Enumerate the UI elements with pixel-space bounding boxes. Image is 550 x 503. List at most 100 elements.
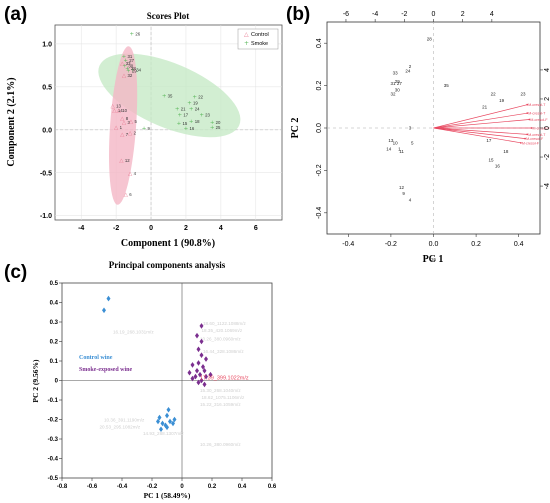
smoke-point-label: 19: [193, 100, 198, 105]
smoke-point-label: 23: [205, 112, 210, 117]
biplot-point-label: 26: [431, 257, 437, 262]
panel-a-label: (a): [4, 4, 27, 25]
loading-arrow: [433, 127, 526, 139]
pca-x-tick-label: 0.6: [268, 484, 277, 490]
pca-faint-feature-label: 18.35_420.1069m/z: [202, 328, 243, 333]
pca-legend-smoke: Smoke-exposed wine: [79, 367, 133, 373]
smoke-point-label: 24: [195, 106, 200, 111]
loading-label: M-cresol-F: [532, 127, 550, 131]
control-point-marker: △: [128, 171, 133, 177]
loading-arrow: [433, 127, 521, 144]
smoke-point-label: 22: [198, 94, 203, 99]
pca-legend-control: Control wine: [79, 355, 113, 361]
control-wine-point: [165, 424, 169, 431]
pca-faint-feature-label: 16.19_268.1031m/z: [113, 330, 154, 335]
smoke-point-marker: +: [210, 120, 215, 126]
legend-smoke-label: Smoke: [251, 41, 268, 47]
biplot-y-tick-label: -0.4: [316, 207, 323, 219]
smoke-point-marker: +: [210, 125, 215, 131]
biplot-right-tick-label: -2: [544, 154, 550, 160]
smoke-wine-point: [199, 338, 204, 345]
control-point-marker: △: [117, 108, 122, 114]
smoke-wine-point: [193, 373, 198, 380]
loading-arrow: [433, 127, 528, 135]
pca-faint-feature-label: 16.44_328.1086m/z: [203, 349, 244, 354]
smoke-point-label: 16: [189, 126, 194, 131]
control-confidence-ellipse: [108, 46, 138, 205]
biplot-x-tick-label: 0.2: [471, 241, 481, 248]
control-point-marker: △: [122, 73, 127, 79]
pca-faint-feature-label: 18.60_1122.1088m/z: [203, 321, 247, 326]
biplot-point-label: 17: [486, 138, 492, 143]
control-point-label: 13: [116, 104, 121, 109]
scores-x-tick-label: 4: [219, 225, 223, 232]
pca-y-tick-label: 0.4: [50, 301, 59, 307]
biplot-point-label: 13: [388, 138, 394, 143]
pca-x-tick-label: -0.6: [87, 484, 98, 490]
control-point-label: 14: [118, 108, 123, 113]
control-point-marker: △: [120, 116, 125, 122]
smoke-point-label: 20: [216, 120, 221, 125]
control-wine-point: [165, 412, 169, 419]
control-point-label: 4: [134, 171, 137, 176]
control-wine-point: [168, 418, 172, 425]
control-point-label: 12: [125, 158, 130, 163]
smoke-point-label: 31: [127, 54, 132, 59]
smoke-point-marker: +: [126, 69, 131, 75]
pca-y-tick-label: -0.5: [48, 476, 59, 482]
biplot-right-tick-label: -4: [544, 183, 550, 189]
control-point-label: 6: [129, 192, 132, 197]
smoke-wine-point: [190, 362, 195, 368]
scores-plot-title: Scores Plot: [147, 11, 190, 21]
scores-plot-legend-box: [237, 28, 279, 50]
smoke-wine-point: [198, 371, 202, 378]
smoke-point-marker: +: [189, 106, 194, 112]
biplot-point-label: 24: [405, 68, 411, 73]
pca-x-tick-label: -0.2: [147, 484, 158, 490]
pca-x-tick-label: -0.4: [117, 484, 128, 490]
smoke-wine-point: [204, 373, 208, 380]
biplot-point-label: 5: [411, 140, 414, 145]
smoke-wine-point: [187, 369, 192, 376]
smoke-point-marker: +: [189, 119, 194, 125]
pca-faint-feature-label: 15.22_316.1059m/z: [200, 402, 241, 407]
biplot-x-tick-label: 0.4: [514, 241, 524, 248]
smoke-wine-point: [196, 360, 201, 366]
control-point-marker: △: [111, 104, 116, 110]
smoke-point-label: 25: [216, 125, 221, 130]
biplot-point-label: 35: [444, 83, 450, 88]
smoke-wine-point: [199, 352, 204, 358]
biplot-point-label: 29: [395, 79, 401, 84]
biplot-top-tick-label: -6: [343, 11, 349, 18]
pca-chart: 16.19_268.1031m/z 18.60_1122.1088m/z 18.35…: [31, 260, 277, 500]
biplot-point-label: 30: [395, 87, 401, 92]
biplot-point-label: 12: [399, 185, 405, 190]
pca-faint-feature-label: 10.26_380.0960m/z: [200, 442, 241, 447]
pca-y-label: PC 2 (9.56%): [31, 359, 40, 403]
pca-y-tick-label: -0.1: [48, 398, 59, 404]
biplot-y-tick-label: 0.0: [316, 123, 323, 133]
control-point-label: 3: [127, 120, 130, 125]
biplot-top-tick-label: 0: [432, 11, 436, 18]
pca-x-tick-label: 0.2: [208, 484, 217, 490]
loading-arrow: [433, 112, 528, 129]
biplot-right-tick-label: 4: [544, 68, 550, 72]
control-point-marker: △: [128, 130, 133, 136]
biplot-point-label: 27: [397, 81, 403, 86]
pca-faint-feature-label: 14.93_288.1307m/z: [143, 431, 184, 436]
scores-plot-chart: △ 33△ 32△ 13△ 14△ 10△ 8△ 3△ 5△ 1△ 2△ 7△ 12△ 4△ 6+ 26+ 31…: [6, 11, 283, 249]
scores-x-tick-label: -2: [113, 225, 119, 232]
biplot-point-label: 16: [495, 164, 501, 169]
scores-y-tick-label: 1.0: [42, 41, 52, 48]
biplot-right-tick-label: 0: [544, 126, 550, 130]
biplot-top-tick-label: 2: [461, 11, 465, 18]
pca-x-label: PC 1 (58.49%): [144, 491, 191, 500]
loading-label: M-cresol-F: [522, 141, 540, 145]
control-wine-point: [171, 420, 175, 427]
smoke-point-label: 35: [168, 93, 173, 98]
control-point-marker: △: [120, 132, 125, 138]
smoke-point-marker: +: [142, 126, 147, 132]
pca-y-tick-label: -0.3: [48, 437, 59, 443]
scores-y-tick-label: 0.0: [42, 127, 52, 134]
smoke-point-label: 28: [131, 66, 136, 71]
